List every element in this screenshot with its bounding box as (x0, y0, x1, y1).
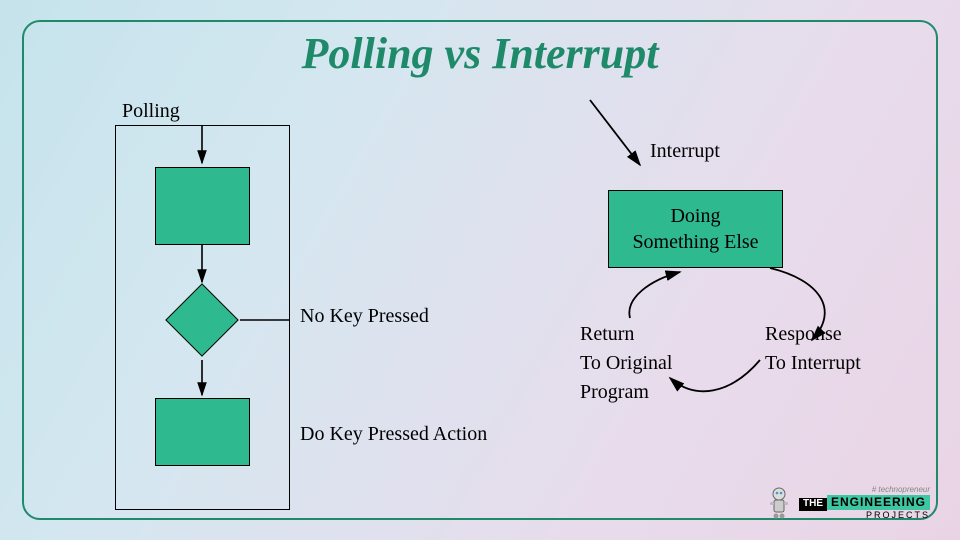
logo: # technopreneur THEENGINEERING PROJECTS (765, 486, 930, 520)
interrupt-box-text: Doing Something Else (632, 203, 758, 255)
interrupt-process-box: Doing Something Else (608, 190, 783, 268)
logo-the: THE (799, 498, 827, 511)
response-label: Response To Interrupt (765, 320, 861, 378)
interrupt-label: Interrupt (650, 140, 720, 163)
polling-process-box (155, 167, 250, 245)
no-key-pressed-label: No Key Pressed (300, 305, 429, 328)
logo-text: # technopreneur THEENGINEERING PROJECTS (799, 486, 930, 520)
logo-eng: ENGINEERING (827, 495, 930, 510)
return-label: Return To Original Program (580, 320, 672, 407)
logo-robot-icon (765, 486, 793, 520)
polling-action-box (155, 398, 250, 466)
page-title: Polling vs Interrupt (0, 28, 960, 79)
polling-label: Polling (122, 100, 180, 123)
logo-projects: PROJECTS (799, 511, 930, 520)
do-key-pressed-label: Do Key Pressed Action (300, 423, 487, 446)
logo-tagline: # technopreneur (799, 486, 930, 494)
